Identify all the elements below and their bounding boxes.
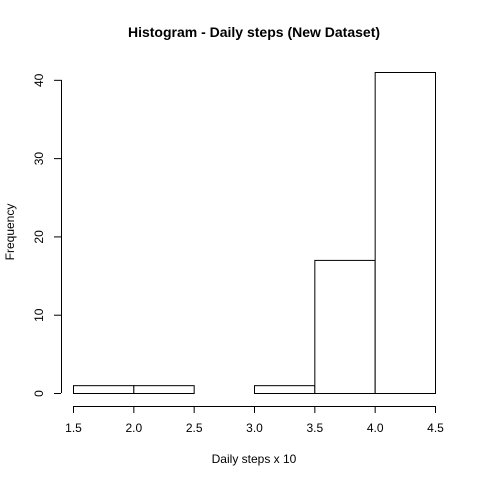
x-axis: 1.5 2.0 2.5 3.0 3.5 4.0 4.5 — [65, 406, 444, 435]
chart-title: Histogram - Daily steps (New Dataset) — [128, 24, 380, 40]
histogram-bar — [254, 385, 316, 395]
x-tick-label: 3.0 — [246, 421, 263, 435]
x-tick-label: 3.5 — [306, 421, 323, 435]
histogram-bar — [374, 72, 436, 394]
y-axis-label: Frequency — [3, 204, 17, 261]
histogram-bar — [73, 385, 135, 395]
y-tick-label: 10 — [32, 308, 46, 322]
x-tick-label: 2.0 — [125, 421, 142, 435]
y-tick-label: 0 — [32, 390, 46, 397]
y-tick-label: 20 — [32, 230, 46, 244]
x-tick-label: 1.5 — [65, 421, 82, 435]
x-tick-label: 4.0 — [367, 421, 384, 435]
y-tick-label: 40 — [32, 73, 46, 87]
y-tick-label: 30 — [32, 152, 46, 166]
histogram-bar — [314, 259, 376, 394]
y-axis: 0 10 20 30 40 — [32, 73, 62, 397]
x-axis-label: Daily steps x 10 — [212, 452, 297, 466]
histogram-bar — [133, 385, 195, 395]
x-tick-label: 2.5 — [186, 421, 203, 435]
x-tick-label: 4.5 — [427, 421, 444, 435]
histogram-bars — [73, 72, 436, 395]
